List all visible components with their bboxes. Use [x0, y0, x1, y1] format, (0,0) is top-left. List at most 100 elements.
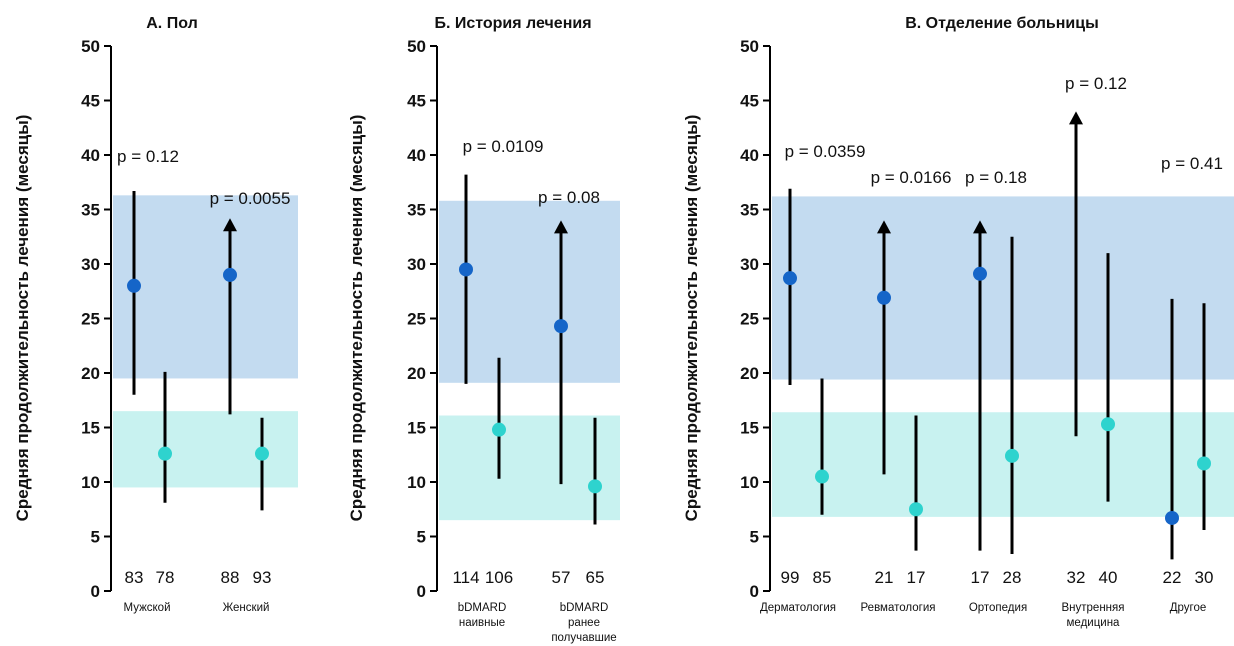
- panel-1-y-tick-label: 10: [81, 473, 100, 492]
- panel-3-n-label: 17: [971, 568, 990, 587]
- panel-3-n-label: 85: [813, 568, 832, 587]
- panel-3-y-tick-label: 50: [740, 37, 759, 56]
- panel-1-blue-point: [127, 278, 141, 293]
- panel-1-arrow-head: [223, 218, 237, 232]
- panel-3-teal-band: [772, 412, 1234, 517]
- panel-2-y-tick-label: 15: [407, 419, 426, 438]
- panel-2-y-tick-label: 30: [407, 255, 426, 274]
- panel-3-p-value: p = 0.0166: [871, 168, 952, 187]
- panel-2-y-tick-label: 45: [407, 92, 426, 111]
- panel-3-teal-point: [1197, 456, 1211, 471]
- panel-2-n-label: 57: [552, 568, 571, 587]
- panel-2-title: Б. История лечения: [434, 15, 591, 32]
- panel-1-y-tick-label: 0: [91, 582, 100, 601]
- panel-2-y-axis-label: Средняя продолжительность лечения (месяц…: [347, 115, 366, 522]
- panel-3-arrow-head: [877, 220, 891, 234]
- panel-2-n-label: 106: [485, 568, 513, 587]
- panel-2-y-tick-label: 20: [407, 364, 426, 383]
- panel-3-title: В. Отделение больницы: [905, 15, 1099, 32]
- panel-1-p-value: p = 0.12: [117, 147, 179, 166]
- panel-3-blue-band: [772, 196, 1234, 380]
- panel-3-y-tick-label: 35: [740, 201, 759, 220]
- panel-2-y-tick-label: 0: [417, 582, 426, 601]
- panel-2-teal-point: [588, 479, 602, 494]
- panel-2-n-label: 65: [586, 568, 605, 587]
- panel-2-y-tick-label: 25: [407, 310, 426, 329]
- panel-3-n-label: 32: [1067, 568, 1086, 587]
- panel-1-teal-band: [113, 411, 298, 488]
- panel-3-blue-point: [973, 266, 987, 281]
- panel-2-y-tick-label: 5: [417, 528, 426, 547]
- panel-2-y-tick-label: 40: [407, 146, 426, 165]
- panel-3-p-value: p = 0.12: [1065, 74, 1127, 93]
- panel-3-n-label: 99: [781, 568, 800, 587]
- panel-2-y-tick-label: 35: [407, 201, 426, 220]
- panel-3-blue-point: [1165, 510, 1179, 525]
- panel-3-p-value: p = 0.41: [1161, 154, 1223, 173]
- panel-1-y-axis-label: Средняя продолжительность лечения (месяц…: [13, 115, 32, 522]
- panel-1-teal-point: [255, 446, 269, 461]
- panel-1-y-tick-label: 30: [81, 255, 100, 274]
- panel-3-y-tick-label: 30: [740, 255, 759, 274]
- panel-3-category-label: Дерматология: [760, 602, 836, 614]
- panel-3-y-tick-label: 0: [750, 582, 759, 601]
- panel-1-title: А. Пол: [146, 15, 197, 32]
- panel-3-teal-point: [1101, 417, 1115, 432]
- panel-1-category-label: Женский: [223, 602, 270, 614]
- panel-2-p-value: p = 0.0109: [463, 137, 544, 156]
- panel-3-n-label: 40: [1099, 568, 1118, 587]
- panel-3-n-label: 28: [1003, 568, 1022, 587]
- panel-3-arrow-head: [1069, 111, 1083, 125]
- panel-1-p-value: p = 0.0055: [210, 189, 291, 208]
- panel-3-n-label: 30: [1195, 568, 1214, 587]
- panel-2-category-label: bDMARD наивные: [458, 602, 507, 629]
- panel-3-y-tick-label: 15: [740, 419, 759, 438]
- panel-3-teal-point: [1005, 448, 1019, 463]
- panel-3-n-label: 17: [907, 568, 926, 587]
- panel-3-y-tick-label: 10: [740, 473, 759, 492]
- panel-3-teal-point: [909, 502, 923, 517]
- panel-1-blue-point: [223, 267, 237, 282]
- panel-2-teal-point: [492, 422, 506, 437]
- panel-2-blue-point: [459, 262, 473, 277]
- panel-2-y-tick-label: 50: [407, 37, 426, 56]
- panel-3-arrow-head: [973, 220, 987, 234]
- panel-3-n-label: 22: [1163, 568, 1182, 587]
- panel-1-teal-point: [158, 446, 172, 461]
- panel-1-y-tick-label: 35: [81, 201, 100, 220]
- panel-3-teal-point: [815, 469, 829, 484]
- panel-2-n-label: 114: [452, 568, 479, 587]
- panel-3-y-tick-label: 20: [740, 364, 759, 383]
- panel-2-arrow-head: [554, 220, 568, 234]
- panel-2-category-label: bDMARD ранее получавшие: [551, 602, 616, 644]
- panel-3-y-tick-label: 25: [740, 310, 759, 329]
- panel-2-blue-point: [554, 319, 568, 334]
- panel-1-y-tick-label: 20: [81, 364, 100, 383]
- panel-3-p-value: p = 0.0359: [785, 142, 866, 161]
- panel-3-p-value: p = 0.18: [965, 168, 1027, 187]
- panel-2-teal-band: [439, 415, 620, 521]
- panel-3-category-label: Другое: [1170, 602, 1207, 614]
- panel-1-n-label: 83: [125, 568, 144, 587]
- panel-1-n-label: 93: [253, 568, 272, 587]
- panel-3-y-axis-label: Средняя продолжительность лечения (месяц…: [682, 115, 701, 522]
- panel-1-y-tick-label: 50: [81, 37, 100, 56]
- panel-3-blue-point: [877, 290, 891, 305]
- panel-2-p-value: p = 0.08: [538, 188, 600, 207]
- panel-2-y-tick-label: 10: [407, 473, 426, 492]
- panel-1-y-tick-label: 40: [81, 146, 100, 165]
- panel-1-blue-band: [113, 195, 298, 379]
- panel-3-y-tick-label: 45: [740, 92, 759, 111]
- panel-3-y-tick-label: 40: [740, 146, 759, 165]
- panel-3-category-label: Ревматология: [861, 602, 936, 614]
- panel-1-y-tick-label: 5: [91, 528, 100, 547]
- panel-3-category-label: Внутренняя медицина: [1062, 602, 1125, 629]
- panel-3-y-tick-label: 5: [750, 528, 759, 547]
- panel-1-n-label: 78: [156, 568, 175, 587]
- panel-3-blue-point: [783, 271, 797, 286]
- panel-1-y-tick-label: 25: [81, 310, 100, 329]
- panel-1-n-label: 88: [221, 568, 240, 587]
- panel-1-y-tick-label: 45: [81, 92, 100, 111]
- panel-2-blue-band: [439, 200, 620, 383]
